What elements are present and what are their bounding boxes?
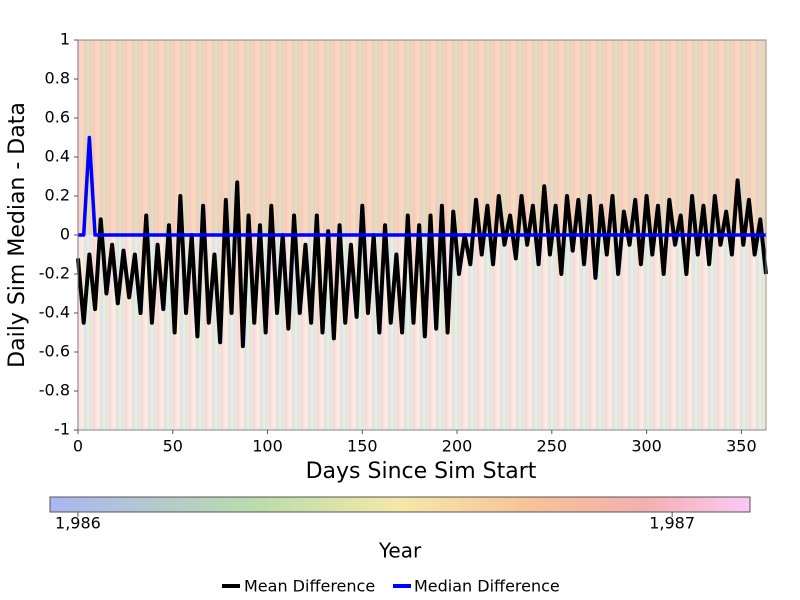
y-tick-label: -0.4 xyxy=(39,303,70,322)
y-tick-label: -0.6 xyxy=(39,342,70,361)
x-tick-label: 100 xyxy=(252,437,283,456)
y-tick-label: -0.8 xyxy=(39,381,70,400)
y-tick-label: 0.6 xyxy=(45,108,70,127)
colorbar-tick-label: 1,987 xyxy=(649,514,695,533)
x-tick-label: 250 xyxy=(537,437,568,456)
y-axis-label: Daily Sim Median - Data xyxy=(5,102,30,368)
y-tick-label: 1 xyxy=(60,30,70,49)
colorbar-label: Year xyxy=(378,539,422,563)
x-tick-label: 350 xyxy=(726,437,757,456)
y-tick-label: -1 xyxy=(54,420,70,439)
series-line xyxy=(78,135,766,237)
x-axis-label: Days Since Sim Start xyxy=(306,459,537,484)
background-tint xyxy=(78,40,766,235)
plot xyxy=(76,135,768,349)
x-tick-label: 50 xyxy=(163,437,183,456)
series-line xyxy=(76,178,768,349)
x-tick-label: 300 xyxy=(631,437,662,456)
colorbar xyxy=(49,496,751,513)
y-tick-label: 0.4 xyxy=(45,147,70,166)
legend-label: Mean Difference xyxy=(244,577,375,596)
y-tick-label: 0.2 xyxy=(45,186,70,205)
y-tick-label: 0 xyxy=(60,225,70,244)
y-tick-label: 0.8 xyxy=(45,69,70,88)
colorbar-tick-label: 1,986 xyxy=(55,514,101,533)
x-tick-label: 0 xyxy=(73,437,83,456)
legend-label: Median Difference xyxy=(414,577,560,596)
x-tick-label: 200 xyxy=(442,437,473,456)
y-tick-label: -0.2 xyxy=(39,264,70,283)
x-tick-label: 150 xyxy=(347,437,378,456)
